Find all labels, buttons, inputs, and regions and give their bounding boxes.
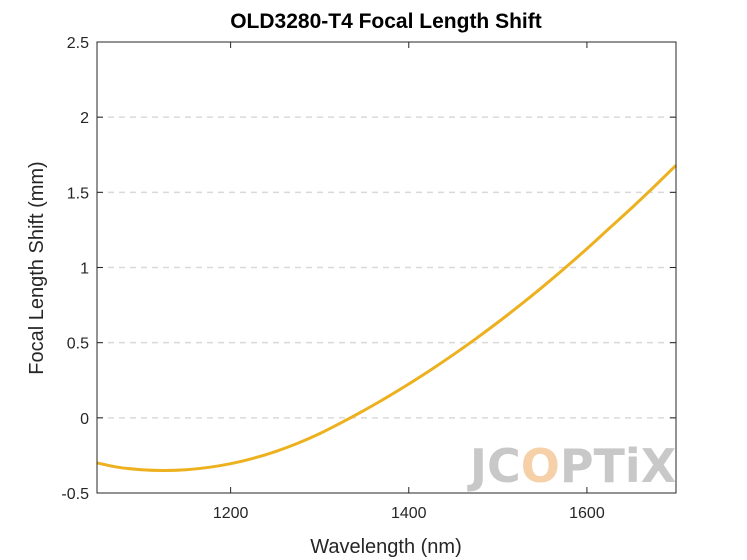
ticks	[97, 41, 676, 494]
y-tick-label-1: 0	[80, 411, 89, 428]
y-tick-label-5: 2	[80, 110, 89, 127]
y-tick-label-3: 1	[80, 261, 89, 278]
watermark-logo: JCOPTiX	[467, 439, 676, 493]
watermark-part-2: O	[521, 439, 560, 493]
watermark-part-3: PTiX	[560, 439, 676, 493]
x-tick-label-2: 1600	[569, 505, 605, 522]
y-axis-label: Focal Length Shift (mm)	[26, 161, 48, 374]
y-tick-label-6: 2.5	[67, 35, 89, 52]
series-group	[96, 164, 678, 472]
y-tick-labels: -0.5 0 0.5 1 1.5 2 2.5	[61, 35, 89, 503]
y-tick-label-2: 0.5	[67, 336, 89, 353]
y-tick-label-4: 1.5	[67, 185, 89, 202]
watermark-part-1: JC	[467, 439, 521, 493]
x-axis-label: Wavelength (nm)	[310, 536, 462, 558]
x-tick-label-1: 1400	[391, 505, 427, 522]
svg-text:JCOPTiX: JCOPTiX	[467, 439, 676, 493]
y-tick-label-0: -0.5	[61, 486, 89, 503]
x-tick-label-0: 1200	[213, 505, 249, 522]
x-tick-labels: 1200 1400 1600	[213, 505, 605, 522]
gridlines	[97, 116, 676, 419]
series-line-0	[96, 164, 678, 472]
chart-title: OLD3280-T4 Focal Length Shift	[230, 10, 542, 33]
